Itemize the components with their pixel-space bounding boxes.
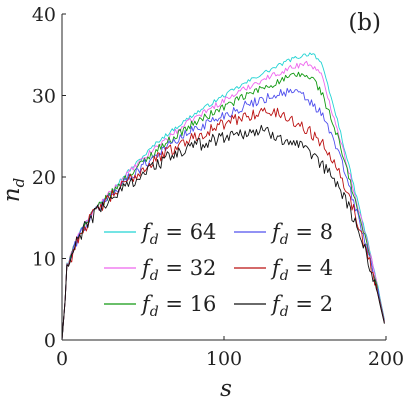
legend-label-fd-4: fd = 4 — [270, 256, 333, 284]
legend: fd = 64 fd = 8fd = 32 fd = 4fd = 16 fd = 2 — [104, 220, 333, 320]
series-line-fd-16 — [61, 71, 385, 341]
legend-subscript: d — [150, 304, 159, 320]
legend-symbol: f — [140, 220, 153, 244]
x-axis-label: s — [220, 376, 232, 402]
series-line-fd-2 — [61, 124, 385, 341]
y-tick-label: 40 — [32, 4, 56, 26]
series-line-fd-32 — [61, 60, 385, 341]
legend-subscript: d — [150, 232, 159, 248]
legend-label-fd-64: fd = 64 — [140, 220, 216, 248]
panel-label: (b) — [348, 10, 381, 36]
legend-label-fd-8: fd = 8 — [270, 220, 333, 248]
legend-subscript: d — [280, 232, 289, 248]
legend-symbol: f — [140, 256, 153, 280]
x-tick-label: 100 — [206, 348, 242, 370]
legend-symbol: f — [140, 292, 153, 316]
y-tick-label: 20 — [32, 167, 56, 189]
series-line-fd-8 — [61, 87, 385, 341]
legend-value: = 32 — [159, 256, 217, 280]
y-axis-label-main: n — [0, 187, 25, 202]
x-tick-label: 200 — [368, 348, 404, 370]
series-layer — [61, 52, 385, 341]
legend-value: = 64 — [159, 220, 217, 244]
legend-symbol: f — [270, 220, 283, 244]
y-tick-label: 10 — [32, 249, 56, 271]
legend-subscript: d — [280, 268, 289, 284]
legend-symbol: f — [270, 256, 283, 280]
legend-subscript: d — [280, 304, 289, 320]
legend-subscript: d — [150, 268, 159, 284]
ticks-layer: 0 100 200 0 10 20 30 40 — [32, 4, 404, 370]
legend-value: = 4 — [289, 256, 333, 280]
y-tick-label: 30 — [32, 86, 56, 108]
y-axis-label-sub: d — [10, 178, 28, 188]
y-tick-label: 0 — [44, 330, 56, 352]
series-line-fd-4 — [61, 107, 385, 341]
y-axis-label: nd — [0, 178, 28, 202]
x-tick-label: 0 — [56, 348, 68, 370]
axes-layer — [61, 14, 386, 341]
legend-label-fd-32: fd = 32 — [140, 256, 216, 284]
legend-label-fd-16: fd = 16 — [140, 292, 216, 320]
legend-value: = 8 — [289, 220, 333, 244]
legend-symbol: f — [270, 292, 283, 316]
legend-value: = 16 — [159, 292, 217, 316]
legend-label-fd-2: fd = 2 — [270, 292, 333, 320]
legend-value: = 2 — [289, 292, 333, 316]
